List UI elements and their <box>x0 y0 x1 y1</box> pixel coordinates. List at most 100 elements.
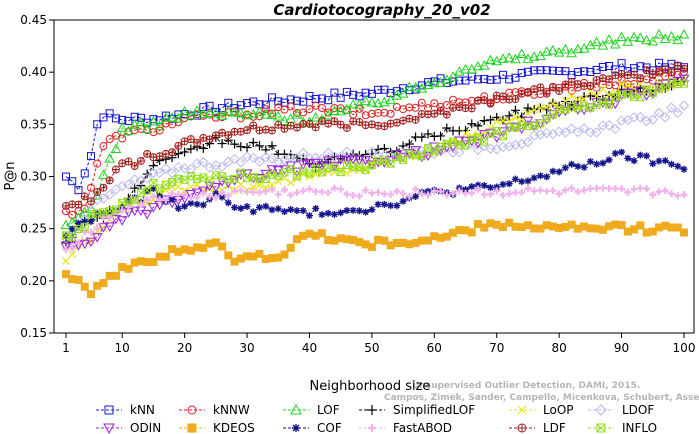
data-point-knn <box>274 97 283 106</box>
data-point-lof <box>341 104 353 114</box>
data-point-fastabod <box>536 186 544 194</box>
data-point-ldf-cross <box>224 131 232 139</box>
data-point-fastabod <box>468 189 476 197</box>
data-point-ldof <box>260 152 271 163</box>
data-point-kdeos <box>636 221 645 230</box>
data-point-knnw <box>105 135 114 144</box>
data-point-ldof <box>372 150 384 161</box>
data-point-lof <box>110 143 122 154</box>
data-point-fastabod <box>518 188 526 196</box>
data-point-ldof <box>678 100 690 111</box>
data-point-knnw <box>361 111 370 120</box>
legend-label: LoOP <box>543 403 574 417</box>
legend-swatch-marker <box>595 404 607 416</box>
data-point-simplifiedlof <box>267 141 277 151</box>
data-point-knn <box>548 66 557 75</box>
data-point-cof <box>524 177 532 185</box>
data-point-lof <box>528 51 540 61</box>
data-point-cof <box>318 211 326 219</box>
data-point-kdeos <box>317 229 326 238</box>
data-point-loop <box>573 95 582 104</box>
legend-item-kdeos: KDEOS <box>179 421 255 434</box>
data-point-inflo-cross <box>80 222 89 231</box>
y-tick-label: 0.30 <box>20 170 47 184</box>
data-point-cof <box>555 168 563 176</box>
data-point-inflo-cross <box>636 93 645 102</box>
series-fastabod <box>62 184 688 254</box>
data-point-knnw <box>642 75 651 84</box>
data-point-knn <box>573 68 582 77</box>
data-point-ldf-cross <box>280 125 288 133</box>
data-point-simplifiedlof <box>361 149 371 159</box>
data-point-fastabod <box>493 187 501 195</box>
data-point-ldof <box>310 152 321 163</box>
data-point-ldf-cross <box>93 188 101 196</box>
data-point-kdeos <box>224 251 233 260</box>
data-point-inflo-cross <box>499 132 507 141</box>
data-point-kdeos <box>74 275 83 284</box>
data-point-ldof <box>366 146 378 158</box>
data-point-ldf-cross <box>249 121 257 129</box>
data-point-fastabod <box>661 187 669 195</box>
data-point-simplifiedlof <box>180 147 190 157</box>
data-point-lof <box>260 109 272 119</box>
data-point-ldf-cross <box>112 165 120 173</box>
data-point-fastabod <box>374 188 382 196</box>
legend-swatch-marker <box>367 405 377 415</box>
data-point-fastabod <box>93 224 101 232</box>
data-point-inflo-cross <box>286 165 295 174</box>
data-point-fastabod <box>330 184 338 192</box>
data-point-knn <box>449 77 458 86</box>
data-point-ldf-cross <box>630 71 638 79</box>
data-point-cof <box>630 157 638 165</box>
data-point-kdeos <box>86 290 95 299</box>
data-point-odin <box>110 214 122 225</box>
data-point-ldf-cross <box>162 150 170 158</box>
data-point-fastabod <box>680 191 688 199</box>
data-point-kdeos <box>280 250 289 259</box>
data-point-kdeos <box>498 223 507 232</box>
data-point-inflo <box>417 152 426 161</box>
data-point-odin <box>366 160 378 171</box>
data-point-odin <box>335 155 347 165</box>
data-point-ldf-cross <box>305 120 313 128</box>
data-point-odin <box>297 160 309 170</box>
data-point-loop <box>68 250 77 259</box>
data-point-knnw <box>367 109 376 118</box>
data-point-inflo <box>636 93 645 102</box>
data-point-cof <box>568 160 576 168</box>
data-point-cof <box>543 173 551 181</box>
data-point-inflo <box>268 170 276 179</box>
data-point-fastabod <box>362 186 370 194</box>
data-point-inflo <box>548 110 557 119</box>
data-point-inflo-cross <box>680 79 688 88</box>
data-point-inflo <box>62 231 70 240</box>
data-point-inflo <box>249 173 258 182</box>
data-point-cof <box>605 156 613 164</box>
data-point-lof <box>541 46 553 56</box>
data-point-cof <box>486 184 494 192</box>
data-point-ldf-cross <box>555 87 563 95</box>
data-point-lof <box>591 36 602 47</box>
data-point-ldf-cross <box>137 157 145 165</box>
data-point-simplifiedlof <box>230 139 240 149</box>
legend-item-knnw: kNNW <box>179 403 250 417</box>
data-point-knnw <box>411 103 420 112</box>
data-point-lof <box>210 107 222 118</box>
data-point-ldof <box>216 161 228 173</box>
data-point-knn <box>436 74 445 83</box>
data-point-lof <box>478 60 490 70</box>
data-point-ldf-cross <box>368 120 376 128</box>
data-point-knn <box>523 67 532 76</box>
data-point-ldof <box>179 163 190 174</box>
data-point-cof <box>574 162 582 170</box>
data-point-inflo <box>673 80 682 89</box>
data-point-knnw <box>299 108 308 117</box>
data-point-ldf-cross <box>399 117 407 125</box>
data-point-ldf-cross <box>611 71 619 79</box>
data-point-kdeos <box>367 243 376 252</box>
data-point-simplifiedlof <box>573 96 583 106</box>
data-point-ldof <box>266 153 278 164</box>
data-point-fastabod <box>168 190 176 198</box>
